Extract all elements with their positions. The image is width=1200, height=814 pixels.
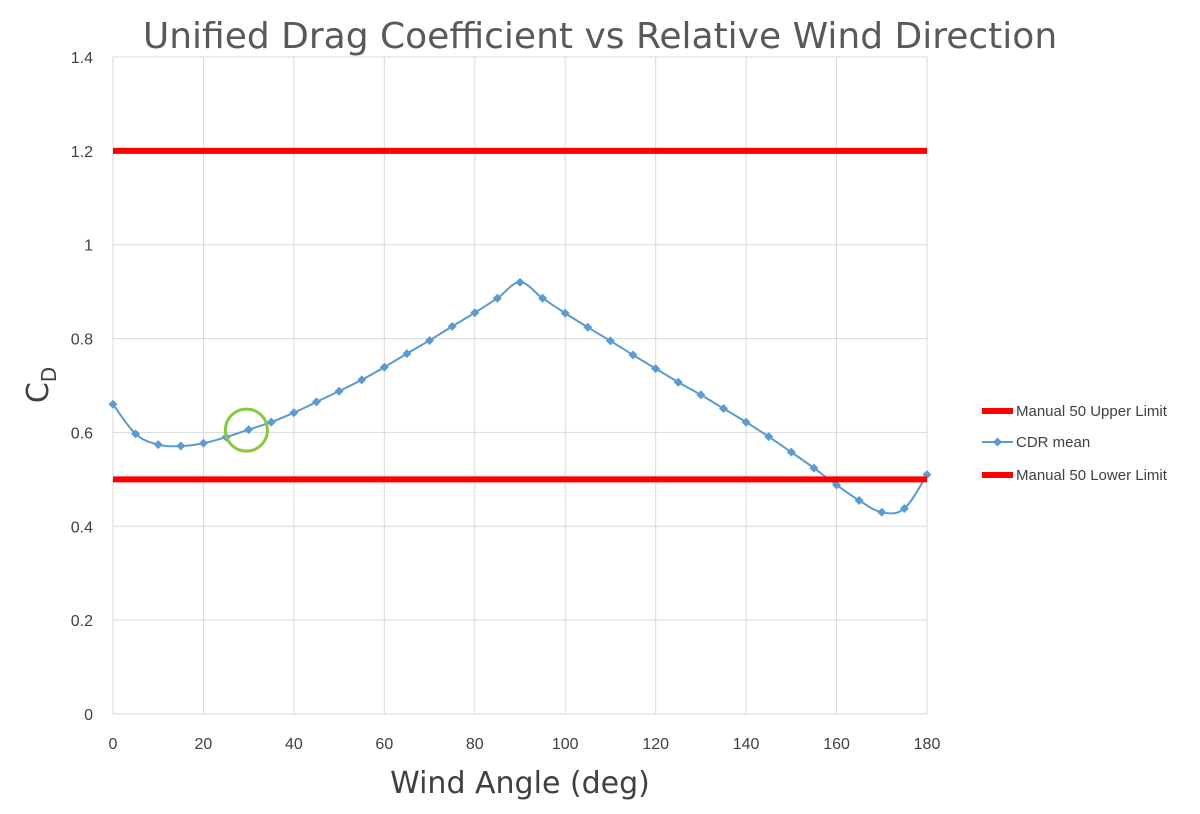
cdr-mean-point bbox=[809, 463, 819, 473]
cdr-mean-point bbox=[899, 503, 909, 513]
y-tick-label: 0.4 bbox=[71, 519, 93, 536]
cdr-mean-point bbox=[244, 425, 254, 435]
cdr-mean-point bbox=[854, 495, 864, 505]
series-layer bbox=[108, 147, 932, 517]
cdr-mean-point bbox=[108, 399, 118, 409]
cdr-mean-point bbox=[131, 429, 141, 439]
cdr-mean-point bbox=[832, 480, 842, 490]
cdr-mean-point bbox=[334, 386, 344, 396]
x-tick-label: 100 bbox=[552, 736, 579, 753]
cdr-mean-point bbox=[877, 507, 887, 517]
cdr-mean-point bbox=[198, 438, 208, 448]
cdr-mean-point bbox=[379, 362, 389, 372]
cdr-mean-point bbox=[289, 408, 299, 418]
cdr-mean-point bbox=[312, 397, 321, 407]
y-axis-ticks: 0 0.2 0.4 0.6 0.8 1 1.2 1.4 bbox=[71, 50, 93, 724]
annotation-layer bbox=[223, 407, 269, 453]
cdr-mean-point bbox=[719, 403, 728, 413]
x-tick-label: 140 bbox=[733, 736, 760, 753]
y-tick-label: 0.6 bbox=[71, 425, 93, 442]
legend-label-manual-50-upper-limit: Manual 50 Upper Limit bbox=[1016, 403, 1168, 420]
cdr-mean-point bbox=[583, 322, 593, 332]
cdr-mean-point bbox=[538, 293, 548, 303]
cdr-mean-point bbox=[764, 432, 774, 442]
cdr-mean-point bbox=[153, 440, 163, 450]
x-tick-label: 80 bbox=[466, 736, 484, 753]
x-axis-ticks: 0 20 40 60 80 100 120 140 160 180 bbox=[109, 736, 941, 753]
y-tick-label: 0.2 bbox=[71, 613, 93, 630]
x-tick-label: 60 bbox=[375, 736, 393, 753]
y-axis-title-main: C bbox=[21, 382, 56, 403]
y-tick-label: 1 bbox=[84, 238, 93, 255]
x-axis-title: Wind Angle (deg) bbox=[390, 766, 650, 801]
legend-label-cdr-mean: CDR mean bbox=[1016, 434, 1090, 451]
grid bbox=[112, 56, 928, 715]
legend-marker-cdr-mean bbox=[993, 437, 1002, 447]
cdr-mean-point bbox=[492, 293, 502, 303]
cdr-mean-point bbox=[515, 277, 525, 287]
highlight-circle bbox=[223, 407, 269, 453]
cdr-mean-point bbox=[470, 308, 480, 318]
x-tick-label: 20 bbox=[195, 736, 213, 753]
cdr-mean-point bbox=[176, 441, 186, 451]
x-tick-label: 160 bbox=[823, 736, 850, 753]
y-tick-label: 0.8 bbox=[71, 332, 93, 349]
x-tick-label: 40 bbox=[285, 736, 303, 753]
y-axis-title-subscript: D bbox=[37, 367, 61, 382]
x-tick-label: 0 bbox=[109, 736, 118, 753]
y-tick-label: 1.4 bbox=[71, 50, 93, 67]
cdr-mean-point bbox=[786, 447, 796, 457]
x-tick-label: 180 bbox=[914, 736, 941, 753]
cdr-mean-point bbox=[266, 417, 276, 427]
cdr-mean-point bbox=[560, 308, 570, 318]
cdr-mean-point bbox=[651, 364, 661, 374]
cdr-mean-point bbox=[628, 350, 638, 360]
y-tick-label: 0 bbox=[84, 707, 93, 724]
cdr-mean-point bbox=[673, 377, 683, 387]
chart-title: Unified Drag Coefficient vs Relative Win… bbox=[143, 16, 1057, 57]
cdr-mean-point bbox=[696, 390, 706, 400]
cdr-mean-point bbox=[447, 321, 457, 331]
cdr-mean-point bbox=[402, 349, 412, 359]
cdr-mean-point bbox=[605, 336, 615, 346]
x-tick-label: 120 bbox=[642, 736, 669, 753]
y-tick-label: 1.2 bbox=[71, 144, 93, 161]
legend-label-manual-50-lower-limit: Manual 50 Lower Limit bbox=[1016, 467, 1168, 484]
legend: Manual 50 Upper Limit CDR mean Manual 50 L… bbox=[982, 403, 1168, 484]
y-axis-title: CD bbox=[21, 367, 61, 403]
cdr-mean-point bbox=[741, 417, 751, 427]
cdr-mean-point bbox=[425, 335, 435, 345]
cdr-mean-point bbox=[357, 375, 367, 385]
